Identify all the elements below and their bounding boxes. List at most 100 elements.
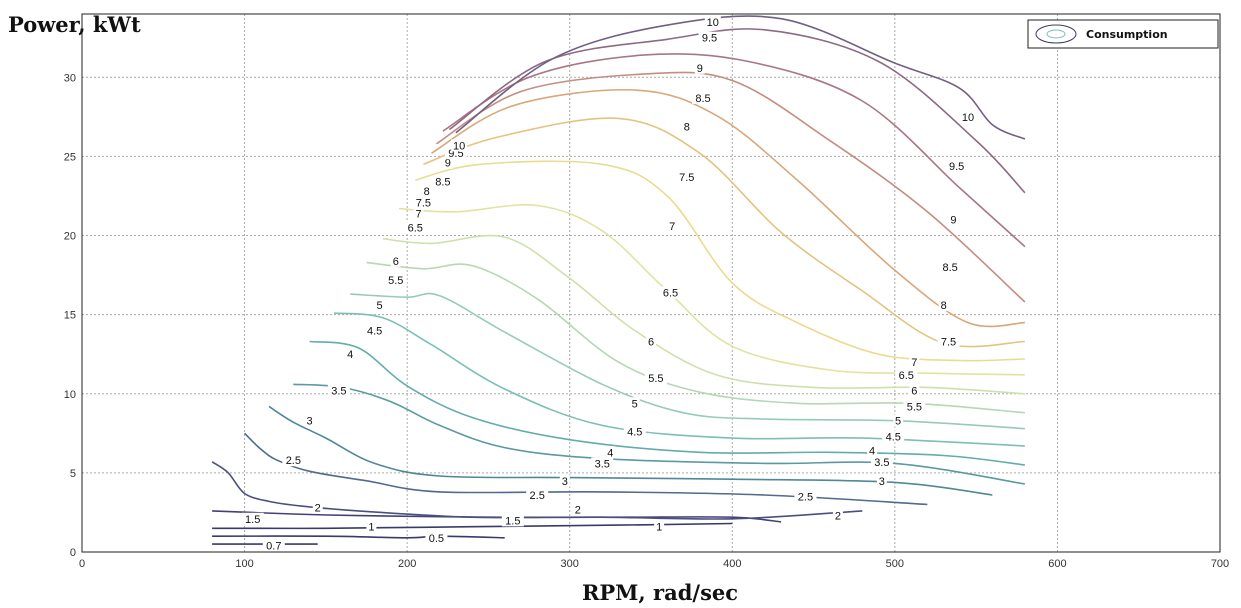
contour-label-bg: [363, 324, 386, 337]
contour-label: 4.5: [886, 431, 901, 443]
y-tick-label: 30: [64, 72, 76, 84]
contour-label-bg: [938, 299, 949, 312]
contour-label-bg: [501, 514, 524, 527]
contour-label: 2: [315, 503, 321, 515]
contour-label-bg: [654, 520, 665, 533]
contour-label-bg: [937, 335, 960, 348]
contour-label: 10: [962, 112, 974, 124]
contour-label: 7.5: [679, 172, 694, 184]
contour-label-bg: [945, 159, 968, 172]
contour-label-bg: [605, 446, 616, 459]
contour-line-8.5: [435, 71, 1026, 303]
contour-label: 1: [656, 522, 662, 534]
legend-contour-icon-inner: [1046, 29, 1066, 39]
x-axis-label: RPM, rad/sec: [582, 580, 738, 605]
contour-label-bg: [572, 503, 583, 516]
x-tick-label: 200: [398, 558, 416, 570]
contour-label-bg: [960, 110, 977, 123]
contour-label-bg: [939, 261, 962, 274]
contour-label: 8: [941, 300, 947, 312]
contour-label-bg: [909, 384, 920, 397]
contour-label: 5.5: [388, 275, 403, 287]
contour-label-bg: [421, 185, 432, 198]
x-tick-label: 100: [235, 558, 253, 570]
contour-label-bg: [282, 454, 305, 467]
contour-label: 4.5: [627, 427, 642, 439]
contour-label: 7.5: [416, 197, 431, 209]
y-tick-label: 10: [64, 389, 76, 401]
contour-line-7.5: [423, 117, 1025, 348]
contour-label: 8.5: [695, 93, 710, 105]
y-tick-label: 15: [64, 310, 76, 322]
contour-line-10: [455, 15, 1026, 140]
contour-line-4.5: [333, 312, 1025, 447]
x-tick-label: 300: [561, 558, 579, 570]
contour-label: 6.5: [663, 287, 678, 299]
contour-label: 6: [648, 337, 654, 349]
contour-label-bg: [794, 490, 817, 503]
contour-line-2.5: [244, 432, 928, 506]
contour-line-9.5: [448, 28, 1026, 194]
y-tick-label: 0: [70, 547, 76, 559]
contour-label: 3: [307, 416, 313, 428]
contour-label: 1: [368, 522, 374, 534]
x-tick-label: 400: [723, 558, 741, 570]
contour-label-bg: [893, 414, 904, 427]
contour-label: 4: [869, 446, 875, 458]
plot-frame: [81, 13, 1221, 553]
contour-label: 10: [707, 17, 719, 29]
contour-label-bg: [312, 501, 323, 514]
contour-label-bg: [692, 91, 715, 104]
contour-label: 5.5: [907, 401, 922, 413]
contour-label-bg: [644, 371, 667, 384]
contour-label-bg: [623, 425, 646, 438]
contour-label-bg: [442, 156, 453, 169]
x-tick-label: 700: [1211, 558, 1229, 570]
contour-label-bg: [629, 397, 640, 410]
contour-label-bg: [867, 444, 878, 457]
contour-label-bg: [948, 213, 959, 226]
contour-label-bg: [659, 286, 682, 299]
grid: [82, 14, 1220, 552]
contour-line-0.5: [212, 535, 505, 539]
contour-label: 9.5: [702, 33, 717, 45]
contour-label: 2: [835, 511, 841, 523]
contour-label: 9.5: [949, 161, 964, 173]
contour-line-9: [442, 53, 1026, 248]
contour-line-1: [212, 522, 733, 530]
legend-contour-icon: [1035, 24, 1077, 44]
y-tick-label: 25: [64, 151, 76, 163]
contour-label: 3: [562, 476, 568, 488]
contour-line-6.5: [398, 204, 1025, 376]
contour-label: 1.5: [505, 515, 520, 527]
contour-line-4: [309, 340, 1025, 466]
legend: Consumption: [1027, 19, 1219, 49]
contour-label: 0.5: [429, 533, 444, 545]
contour-label: 8.5: [942, 262, 957, 274]
contour-label-bg: [425, 531, 448, 544]
contour-label: 8: [684, 121, 690, 133]
x-tick-label: 500: [886, 558, 904, 570]
contour-label-bg: [526, 489, 549, 502]
contour-label-bg: [404, 221, 427, 234]
contour-label: 8: [424, 186, 430, 198]
contour-label: 1.5: [245, 514, 260, 526]
contour-label-bg: [327, 384, 350, 397]
contour-label-bg: [366, 520, 377, 533]
contour-label-bg: [412, 196, 435, 209]
contour-line-3: [268, 405, 993, 496]
contour-label-bg: [451, 139, 468, 152]
contour-label-bg: [262, 539, 285, 552]
contour-label: 9: [697, 63, 703, 75]
y-tick-label: 5: [70, 468, 76, 480]
contour-label-bg: [413, 207, 424, 220]
contour-label-bg: [559, 474, 570, 487]
contour-label: 5: [376, 300, 382, 312]
contour-line-7: [415, 160, 1025, 362]
contour-label: 7: [911, 357, 917, 369]
x-tick-label: 0: [79, 558, 85, 570]
contour-label: 2.5: [530, 490, 545, 502]
contour-label-bg: [694, 61, 705, 74]
contour-lines: [211, 15, 1026, 545]
